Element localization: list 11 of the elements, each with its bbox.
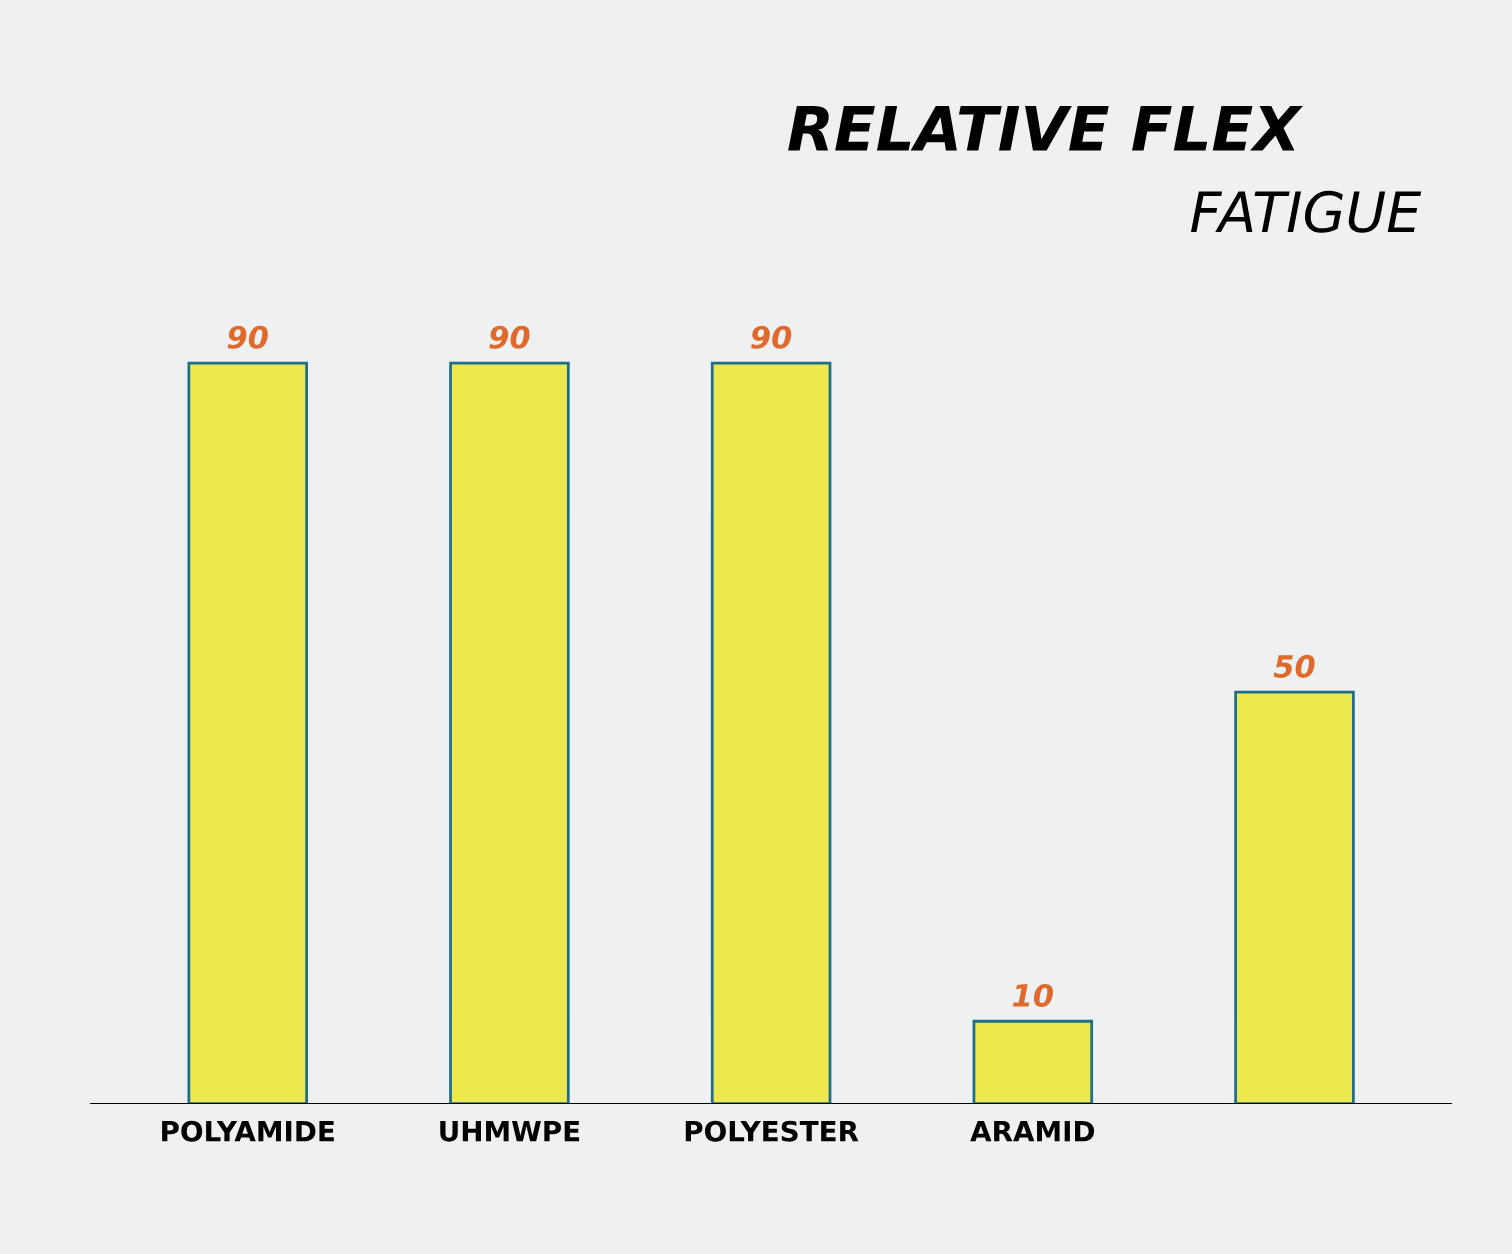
data-label: 10 (1012, 983, 1053, 1007)
chart-subtitle: FATIGUE (1190, 190, 1422, 233)
data-label: 50 (1273, 654, 1315, 678)
x-tick-label: UHMWPE (440, 1121, 580, 1142)
data-label: 90 (489, 325, 530, 349)
x-tick-label: POLYESTER (685, 1120, 859, 1142)
data-label: 90 (751, 325, 792, 349)
x-tick-label: POLYAMIDE (162, 1120, 334, 1142)
chart-title: RELATIVE FLEX (788, 105, 1303, 151)
x-tick-label: ARAMID (970, 1121, 1095, 1142)
data-label: 90 (227, 325, 268, 349)
